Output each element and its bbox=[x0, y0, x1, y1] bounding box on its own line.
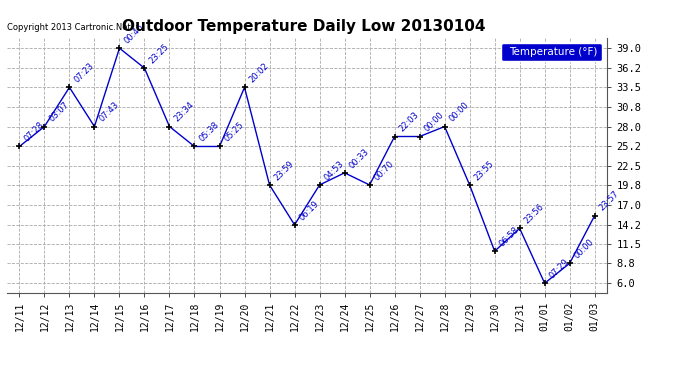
Text: 07:29: 07:29 bbox=[547, 257, 571, 280]
Text: 20:02: 20:02 bbox=[247, 62, 270, 85]
Legend: Temperature (°F): Temperature (°F) bbox=[501, 43, 602, 61]
Text: 07:43: 07:43 bbox=[97, 100, 121, 124]
Text: 04:53: 04:53 bbox=[322, 159, 346, 182]
Text: 00:33: 00:33 bbox=[347, 147, 371, 170]
Text: 00:00: 00:00 bbox=[447, 100, 471, 124]
Text: 07:28: 07:28 bbox=[22, 120, 46, 144]
Text: 05:38: 05:38 bbox=[197, 120, 221, 144]
Text: 23:56: 23:56 bbox=[522, 202, 546, 226]
Text: 06:58: 06:58 bbox=[497, 225, 521, 248]
Text: 22:03: 22:03 bbox=[397, 111, 421, 134]
Text: 00:70: 00:70 bbox=[373, 159, 395, 182]
Text: Copyright 2013 Cartronic.Net: Copyright 2013 Cartronic.Net bbox=[7, 23, 130, 32]
Text: 00:46: 00:46 bbox=[122, 22, 146, 45]
Text: 06:19: 06:19 bbox=[297, 199, 321, 222]
Text: Outdoor Temperature Daily Low 20130104: Outdoor Temperature Daily Low 20130104 bbox=[122, 19, 485, 34]
Text: 23:55: 23:55 bbox=[473, 159, 495, 182]
Text: 07:23: 07:23 bbox=[72, 61, 95, 85]
Text: 03:07: 03:07 bbox=[47, 100, 70, 124]
Text: 23:57: 23:57 bbox=[598, 189, 621, 213]
Text: 23:25: 23:25 bbox=[147, 42, 170, 65]
Text: 00:00: 00:00 bbox=[573, 237, 595, 261]
Text: 23:34: 23:34 bbox=[172, 100, 195, 124]
Text: 00:00: 00:00 bbox=[422, 111, 446, 134]
Text: 23:59: 23:59 bbox=[273, 159, 295, 182]
Text: 05:25: 05:25 bbox=[222, 120, 246, 144]
